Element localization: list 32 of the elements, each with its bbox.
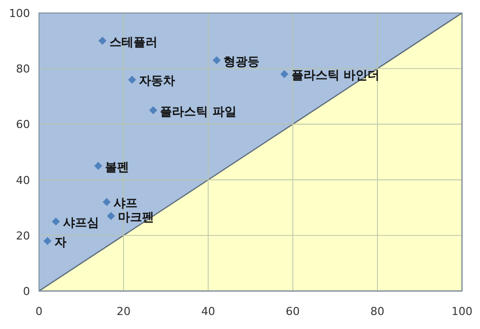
annotation: 플라스틱 바인더 xyxy=(291,68,380,82)
annotation: 형광등 xyxy=(224,54,260,68)
annotation: 자동차 xyxy=(139,74,176,88)
point xyxy=(43,236,52,245)
point xyxy=(212,56,221,64)
annotation: 플라스틱 파일 xyxy=(160,104,236,118)
x-tick-label: 100 xyxy=(452,305,472,318)
x-tick-label: 0 xyxy=(36,305,42,318)
point xyxy=(128,76,136,84)
annotation: 볼펜 xyxy=(105,160,130,174)
y-tick-label: 100 xyxy=(9,7,30,20)
point xyxy=(106,212,115,220)
y-tick-label: 20 xyxy=(16,229,30,242)
y-tick-label: 40 xyxy=(16,174,30,187)
annotation: 마크펜 xyxy=(118,210,154,224)
point xyxy=(280,70,288,78)
point xyxy=(52,218,60,226)
point xyxy=(102,198,111,206)
point xyxy=(94,162,102,170)
annotation: 샤프심 xyxy=(62,216,99,230)
annotation: 자 xyxy=(54,234,66,249)
annotation: 스테플러 xyxy=(109,34,158,49)
x-tick-label: 40 xyxy=(201,305,216,318)
y-tick-label: 60 xyxy=(16,118,30,132)
x-tick-label: 60 xyxy=(286,305,300,318)
annotation: 샤프 xyxy=(114,196,138,210)
point xyxy=(98,36,106,45)
y-tick-label: 80 xyxy=(16,62,30,76)
x-tick-label: 20 xyxy=(116,305,131,318)
y-tick-label: 0 xyxy=(23,285,30,298)
point xyxy=(149,106,158,114)
x-tick-label: 80 xyxy=(370,305,384,318)
